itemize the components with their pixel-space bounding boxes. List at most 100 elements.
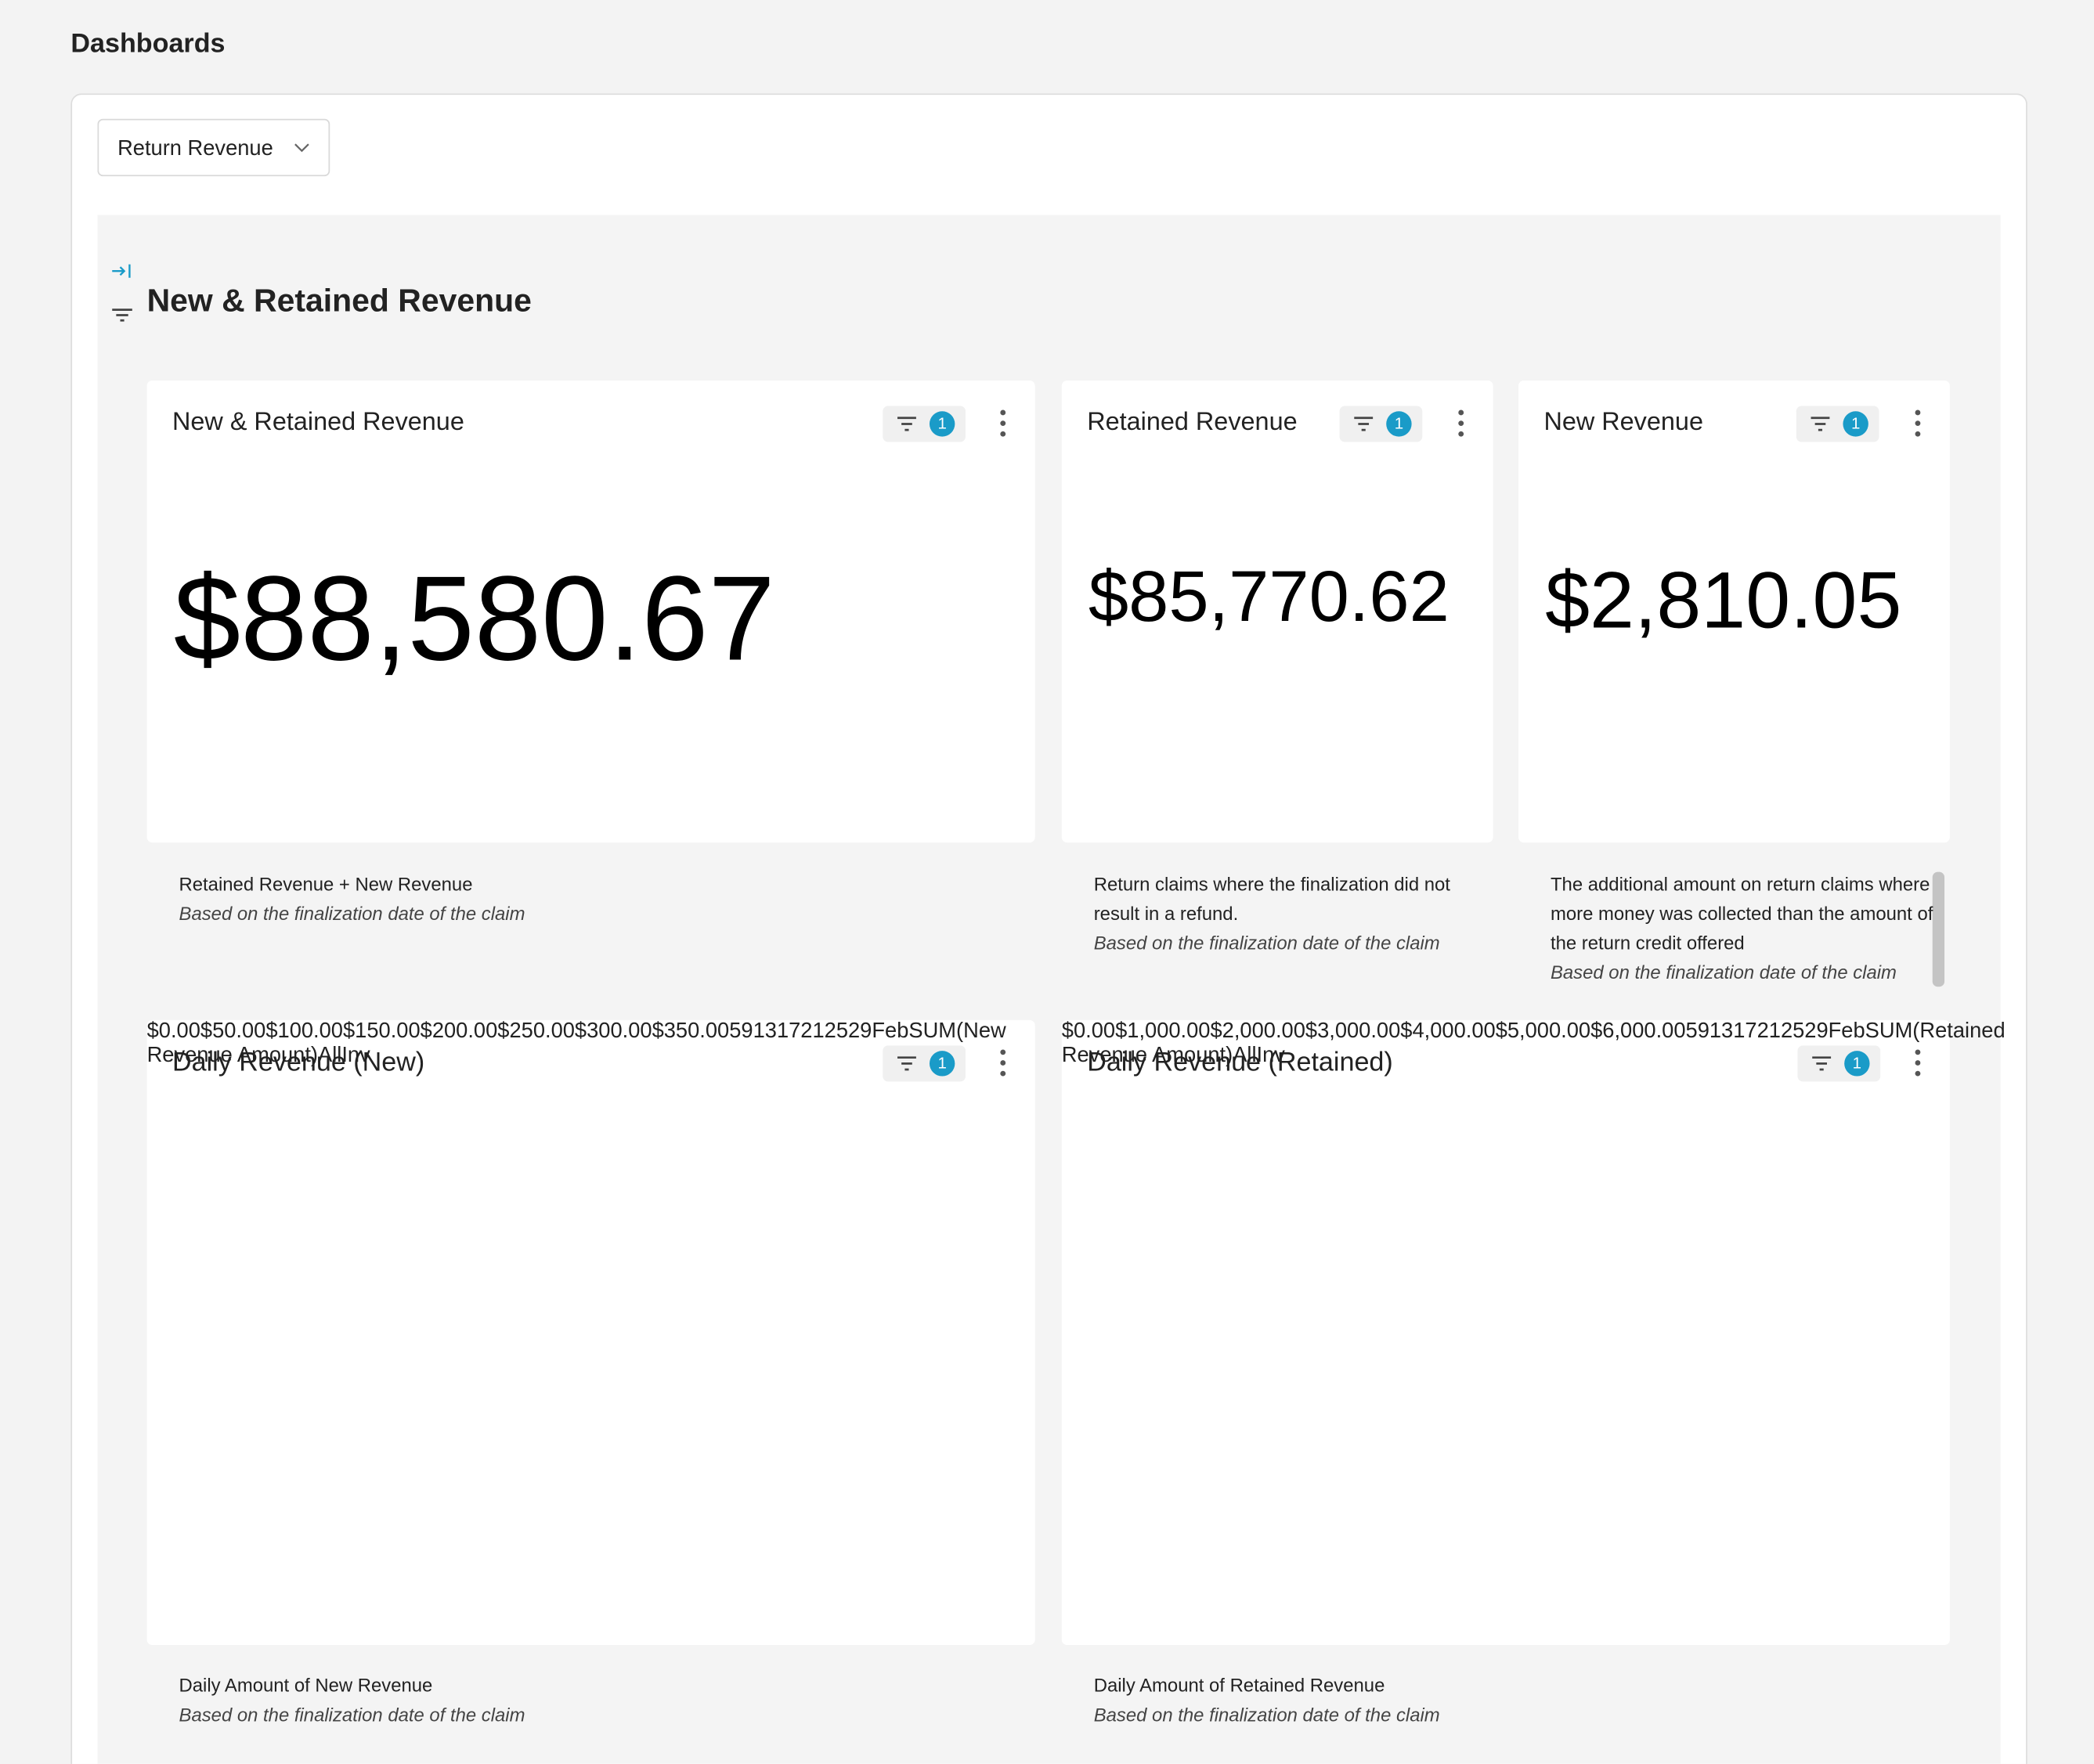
legend-button-label[interactable]: Inv [1256, 1044, 1285, 1067]
y-tick-label: $100.00 [265, 1019, 343, 1043]
note: Based on the finalization date of the cl… [179, 902, 525, 925]
note: Based on the finalization date of the cl… [179, 1704, 525, 1726]
x-tick-label: 5 [1685, 1019, 1698, 1043]
y-tick-label: $3,000.00 [1305, 1019, 1401, 1043]
x-tick-label: 17 [1733, 1019, 1757, 1043]
card-title: New Revenue [1543, 408, 1703, 437]
note: Based on the finalization date of the cl… [1093, 1704, 1440, 1726]
side-icons[interactable] [111, 262, 135, 328]
y-tick-label: $2,000.00 [1210, 1019, 1305, 1043]
kpi-value: $88,580.67 [173, 552, 775, 687]
card-title: New & Retained Revenue [171, 408, 464, 437]
more-menu[interactable] [1912, 409, 1923, 438]
x-tick-label: 13 [753, 1019, 777, 1043]
x-tick-label: Feb [872, 1019, 909, 1043]
kpi-card: Retained Revenue 1 $85,770.62 [1061, 381, 1493, 843]
dots-icon [1458, 409, 1464, 437]
y-tick-label: $150.00 [342, 1019, 421, 1043]
x-tick-label: 9 [1697, 1019, 1709, 1043]
x-tick-label: 29 [1804, 1019, 1829, 1043]
filter-icon [897, 417, 916, 431]
card-description: The additional amount on return claims w… [1551, 869, 1938, 987]
dots-icon [1915, 409, 1921, 437]
dots-icon [1000, 409, 1006, 437]
chevron [294, 143, 309, 153]
x-tick-label: Feb [1828, 1019, 1865, 1043]
filter-icon [1354, 417, 1374, 431]
section-title: New & Retained Revenue [146, 283, 532, 319]
kpi-value: $85,770.62 [1088, 556, 1450, 637]
y-tick-label: $4,000.00 [1400, 1019, 1496, 1043]
filter-count: 1 [1844, 1051, 1870, 1077]
description: Return claims where the finalization did… [1093, 873, 1450, 925]
dots-icon [1915, 1049, 1921, 1077]
description: The additional amount on return claims w… [1550, 873, 1933, 954]
description: Retained Revenue + New Revenue [179, 873, 473, 895]
legend-button-label[interactable]: All [318, 1044, 342, 1067]
chart: $0.00$1,000.00$2,000.00$3,000.00$4,000.0… [1062, 1020, 2006, 1068]
filter-button[interactable]: 1 [883, 1045, 966, 1082]
filter-button[interactable]: 1 [883, 406, 966, 442]
dashboard-dropdown[interactable]: Return Revenue [97, 118, 330, 177]
y-tick-label: $0.00 [146, 1019, 200, 1043]
card-description: Daily Amount of New Revenue Based on the … [179, 1670, 1007, 1729]
filter-icon [897, 1056, 916, 1071]
legend-button-label[interactable]: All [1233, 1044, 1257, 1067]
filter-count: 1 [929, 1051, 955, 1077]
chart-title: Daily Revenue (New) [171, 1048, 425, 1078]
legend-button-label[interactable]: Inv [341, 1044, 370, 1067]
kpi-card: New Revenue 1 $2,810.05 [1518, 381, 1950, 843]
filter-count: 1 [1386, 411, 1412, 437]
note: Based on the finalization date of the cl… [1093, 932, 1440, 954]
dots-icon [1000, 1049, 1006, 1077]
page-title: Dashboards [70, 29, 226, 60]
x-tick-label: 9 [741, 1019, 753, 1043]
dropdown-label: Return Revenue [117, 137, 273, 161]
y-tick-label: $300.00 [574, 1019, 652, 1043]
filter-button[interactable]: 1 [1797, 1045, 1881, 1082]
x-tick-label: 17 [776, 1019, 801, 1043]
kpi-card: New & Retained Revenue 1 $88,580.67 [146, 381, 1035, 843]
card-description: Retained Revenue + New Revenue Based on t… [179, 869, 580, 928]
description: Daily Amount of Retained Revenue [1093, 1674, 1385, 1696]
more-menu[interactable] [1456, 409, 1467, 438]
y-tick-label: $50.00 [200, 1019, 266, 1043]
y-tick-label: $350.00 [652, 1019, 730, 1043]
x-tick-label: 21 [800, 1019, 825, 1043]
card-title: Retained Revenue [1087, 408, 1298, 437]
x-tick-label: 21 [1756, 1019, 1781, 1043]
x-tick-label: 29 [848, 1019, 872, 1043]
more-menu[interactable] [998, 409, 1009, 438]
x-tick-label: 25 [1780, 1019, 1805, 1043]
legend-label[interactable]: SUM(Retained Revenue Amount) [1061, 1019, 2006, 1067]
filter-count: 1 [1843, 411, 1868, 437]
chart-card: Daily Revenue (Retained) 1 $0.00$1,000.00$… [1061, 1019, 2006, 1646]
scrollbar[interactable] [1932, 871, 1945, 987]
more-menu[interactable] [998, 1048, 1009, 1078]
chart-title: Daily Revenue (Retained) [1087, 1048, 1393, 1078]
filter-icon [1812, 1056, 1832, 1071]
legend-label[interactable]: SUM(New Revenue Amount) [146, 1019, 1006, 1067]
y-tick-label: $0.00 [1061, 1019, 1116, 1043]
y-tick-label: $6,000.00 [1590, 1019, 1686, 1043]
chart-card: Daily Revenue (New) 1 $0.00$50.00$100.00$1… [146, 1019, 1035, 1646]
x-tick-label: 5 [729, 1019, 742, 1043]
y-tick-label: $250.00 [497, 1019, 575, 1043]
description: Daily Amount of New Revenue [179, 1674, 433, 1696]
filter-count: 1 [929, 411, 955, 437]
note: Based on the finalization date of the cl… [1550, 961, 1897, 983]
card-description: Daily Amount of Retained Revenue Based on… [1094, 1670, 1922, 1729]
y-tick-label: $1,000.00 [1115, 1019, 1211, 1043]
filter-icon [1811, 417, 1830, 431]
filter-button[interactable]: 1 [1339, 406, 1423, 442]
x-tick-label: 13 [1709, 1019, 1734, 1043]
y-tick-label: $5,000.00 [1495, 1019, 1591, 1043]
chart: $0.00$50.00$100.00$150.00$200.00$250.00$… [147, 1020, 1035, 1068]
x-tick-label: 25 [824, 1019, 849, 1043]
kpi-value: $2,810.05 [1545, 555, 1902, 646]
y-tick-label: $200.00 [420, 1019, 498, 1043]
filter-button[interactable]: 1 [1796, 406, 1879, 442]
card-description: Return claims where the finalization did… [1094, 869, 1495, 958]
more-menu[interactable] [1912, 1048, 1923, 1078]
